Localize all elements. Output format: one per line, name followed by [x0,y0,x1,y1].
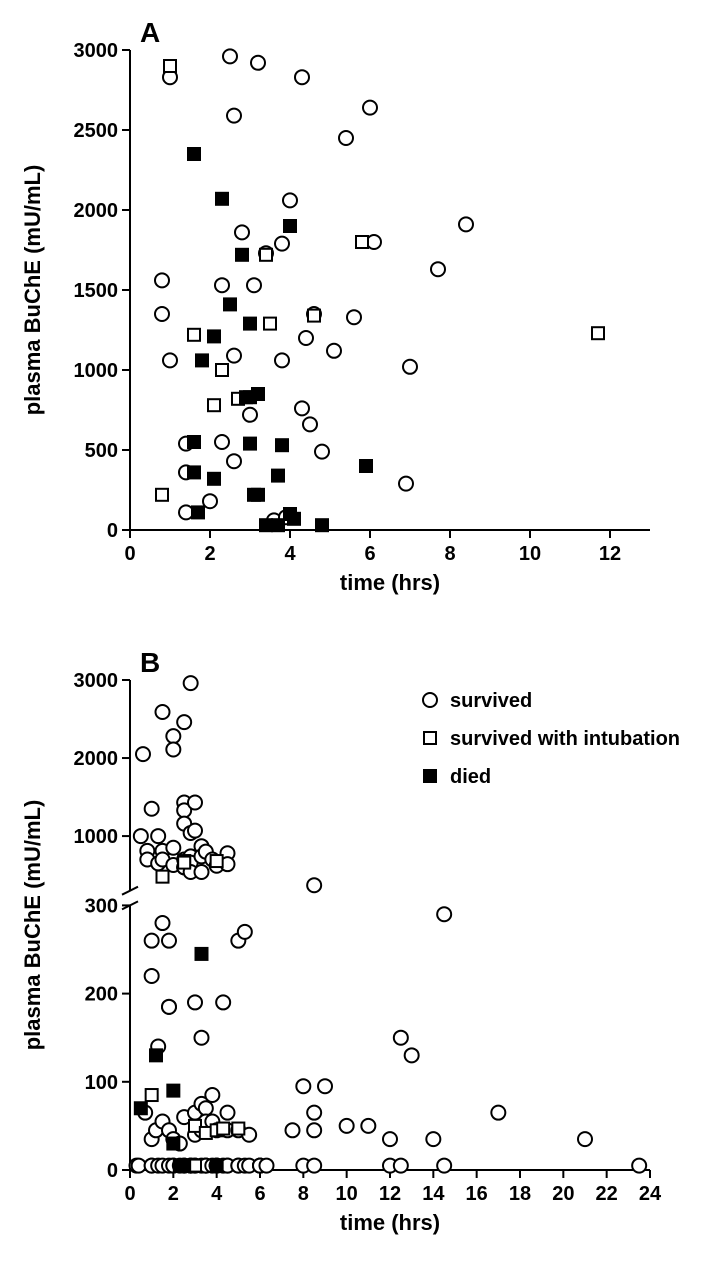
svg-text:1000: 1000 [74,360,119,382]
svg-text:300: 300 [85,895,118,917]
svg-text:2500: 2500 [74,120,119,142]
svg-text:16: 16 [466,1183,488,1205]
svg-text:24: 24 [639,1183,662,1205]
svg-text:6: 6 [254,1183,265,1205]
svg-text:20: 20 [552,1183,574,1205]
svg-text:2: 2 [204,543,215,565]
legend: survived survived with intubation died [423,690,680,788]
svg-text:2: 2 [168,1183,179,1205]
figure: 024681012time (hrs)050010001500200025003… [0,0,707,1261]
svg-text:14: 14 [422,1183,445,1205]
x-axis-title: time (hrs) [340,570,440,595]
svg-text:10: 10 [519,543,541,565]
svg-text:4: 4 [284,543,296,565]
svg-text:0: 0 [107,1160,118,1182]
svg-text:3000: 3000 [74,40,119,62]
svg-text:6: 6 [364,543,375,565]
x-axis-title: time (hrs) [340,1210,440,1235]
legend-label: died [450,766,491,788]
svg-text:12: 12 [379,1183,401,1205]
svg-text:1500: 1500 [74,280,119,302]
panel-a: 0 2 4 6 8 10 12 time (hrs) 0 500 1000 1500 2000 2500 3… [20,17,650,595]
svg-text:2000: 2000 [74,748,119,770]
svg-text:0: 0 [124,1183,135,1205]
svg-text:8: 8 [298,1183,309,1205]
svg-text:500: 500 [85,440,118,462]
svg-text:3000: 3000 [74,670,119,692]
legend-label: survived with intubation [450,728,680,750]
svg-text:10: 10 [336,1183,358,1205]
panel-b-points [130,676,647,1172]
y-axis-title: plasma BuChE (mU/mL) [20,800,45,1051]
legend-label: survived [450,690,532,712]
panel-letter-a: A [140,17,160,48]
y-axis-title: plasma BuChE (mU/mL) [20,165,45,416]
svg-text:0: 0 [124,543,135,565]
panel-letter-b: B [140,647,160,678]
svg-text:4: 4 [211,1183,223,1205]
svg-text:200: 200 [85,984,118,1006]
svg-text:22: 22 [596,1183,618,1205]
svg-text:12: 12 [599,543,621,565]
svg-text:2000: 2000 [74,200,119,222]
panel-a-points [155,49,604,531]
svg-text:18: 18 [509,1183,531,1205]
svg-text:8: 8 [444,543,455,565]
svg-text:1000: 1000 [74,826,119,848]
svg-text:100: 100 [85,1072,118,1094]
svg-text:0: 0 [107,520,118,542]
